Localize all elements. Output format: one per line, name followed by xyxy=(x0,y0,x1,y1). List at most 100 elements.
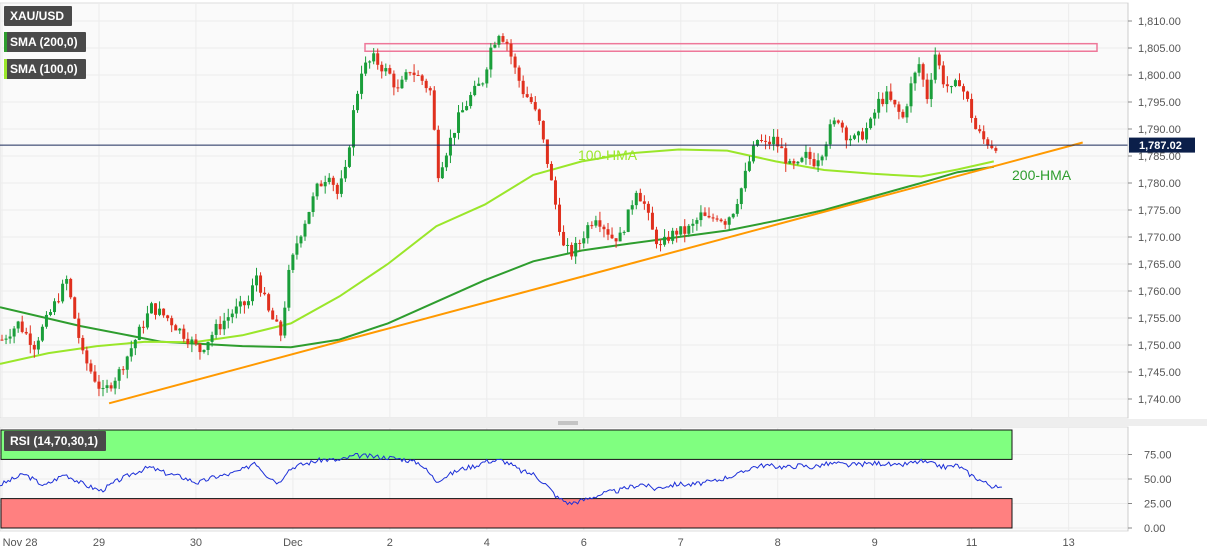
candle-body xyxy=(133,339,137,349)
candle-body xyxy=(844,127,848,141)
candle-body xyxy=(141,326,145,328)
candle-body xyxy=(0,339,4,341)
candle-body xyxy=(881,98,885,105)
candle-body xyxy=(897,104,901,112)
candle-body xyxy=(885,91,889,105)
candle-body xyxy=(901,111,905,118)
rsi-y-tick-label: 25.00 xyxy=(1144,499,1172,511)
candle-body xyxy=(250,285,254,302)
candle-body xyxy=(856,131,860,136)
candle-body xyxy=(259,275,263,293)
candle-body xyxy=(626,209,630,232)
price-y-tick-label: 1,795.00 xyxy=(1138,97,1181,109)
candle-body xyxy=(974,117,978,130)
price-y-tick-label: 1,805.00 xyxy=(1138,43,1181,55)
candle-body xyxy=(396,87,400,89)
candle-body xyxy=(675,230,679,235)
x-tick-label: 2 xyxy=(387,537,393,549)
candle-body xyxy=(852,135,856,139)
candle-body xyxy=(513,56,517,68)
candle-body xyxy=(230,313,234,318)
candle-body xyxy=(812,159,816,167)
candle-body xyxy=(206,341,210,350)
candle-body xyxy=(634,192,638,206)
candle-body xyxy=(909,83,913,107)
candle-body xyxy=(267,294,271,311)
candle-body xyxy=(707,215,711,218)
candle-body xyxy=(800,157,804,162)
x-tick-label: 29 xyxy=(93,537,105,549)
candle-body xyxy=(594,220,598,226)
candle-body xyxy=(784,148,788,164)
candle-body xyxy=(659,244,663,246)
candle-body xyxy=(8,336,12,339)
candle-body xyxy=(400,79,404,89)
sma200-legend[interactable]: SMA (200,0) xyxy=(4,32,86,52)
candle-body xyxy=(820,156,824,161)
candle-body xyxy=(921,64,925,80)
candle-body xyxy=(832,120,836,125)
candle-body xyxy=(727,217,731,225)
candle-body xyxy=(493,44,497,48)
candle-body xyxy=(501,36,505,42)
candle-body xyxy=(978,129,982,132)
candle-body xyxy=(360,73,364,94)
rsi-oversold-zone xyxy=(0,498,1013,529)
candle-body xyxy=(873,112,877,119)
rsi-legend[interactable]: RSI (14,70,30,1) xyxy=(4,431,107,451)
candle-body xyxy=(558,204,562,232)
candle-body xyxy=(89,363,93,372)
candle-body xyxy=(477,83,481,86)
candle-body xyxy=(388,68,392,74)
candle-body xyxy=(521,80,525,95)
sma100-legend[interactable]: SMA (100,0) xyxy=(4,59,86,79)
candle-body xyxy=(436,129,440,179)
symbol-label[interactable]: XAU/USD xyxy=(4,6,73,26)
candle-body xyxy=(840,122,844,128)
candle-body xyxy=(869,118,873,129)
candle-body xyxy=(970,98,974,118)
candle-body xyxy=(105,385,109,389)
candle-body xyxy=(444,155,448,168)
candle-body xyxy=(376,53,380,65)
candles xyxy=(0,33,998,397)
candle-body xyxy=(186,338,190,345)
x-tick-label: 13 xyxy=(1062,537,1074,549)
candle-body xyxy=(246,301,250,306)
candle-body xyxy=(420,75,424,81)
candle-body xyxy=(125,356,129,370)
candle-body xyxy=(263,292,267,295)
candle-body xyxy=(937,54,941,66)
candle-body xyxy=(303,223,307,237)
candle-body xyxy=(933,54,937,80)
candle-body xyxy=(590,225,594,227)
candle-body xyxy=(541,120,545,140)
candle-body xyxy=(85,350,89,364)
x-tick-label: Nov 28 xyxy=(3,537,38,549)
price-y-tick-label: 1,760.00 xyxy=(1138,286,1181,298)
candle-body xyxy=(428,88,432,91)
candle-body xyxy=(327,177,331,183)
candle-body xyxy=(836,120,840,123)
sma100-line xyxy=(0,148,995,365)
candle-body xyxy=(170,318,174,326)
rsi-y-tick-label: 50.00 xyxy=(1144,474,1172,486)
candle-body xyxy=(40,326,44,341)
candle-body xyxy=(162,308,166,316)
candle-body xyxy=(137,326,141,340)
candle-body xyxy=(663,236,667,245)
candle-body xyxy=(178,328,182,331)
candle-body xyxy=(497,36,501,45)
candle-body xyxy=(372,53,376,62)
candle-body xyxy=(36,340,40,350)
candle-body xyxy=(12,328,16,337)
hma200-annotation: 200-HMA xyxy=(1012,167,1072,183)
candle-body xyxy=(788,161,792,164)
candle-body xyxy=(174,325,178,331)
candle-body xyxy=(751,145,755,162)
candle-body xyxy=(440,167,444,179)
candle-body xyxy=(323,182,327,187)
price-y-tick-label: 1,755.00 xyxy=(1138,313,1181,325)
resistance-zone xyxy=(364,42,1098,52)
candle-body xyxy=(562,231,566,246)
